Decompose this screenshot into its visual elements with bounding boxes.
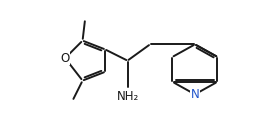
Text: O: O <box>60 52 70 65</box>
Text: N: N <box>191 88 199 101</box>
Text: NH₂: NH₂ <box>116 90 139 103</box>
